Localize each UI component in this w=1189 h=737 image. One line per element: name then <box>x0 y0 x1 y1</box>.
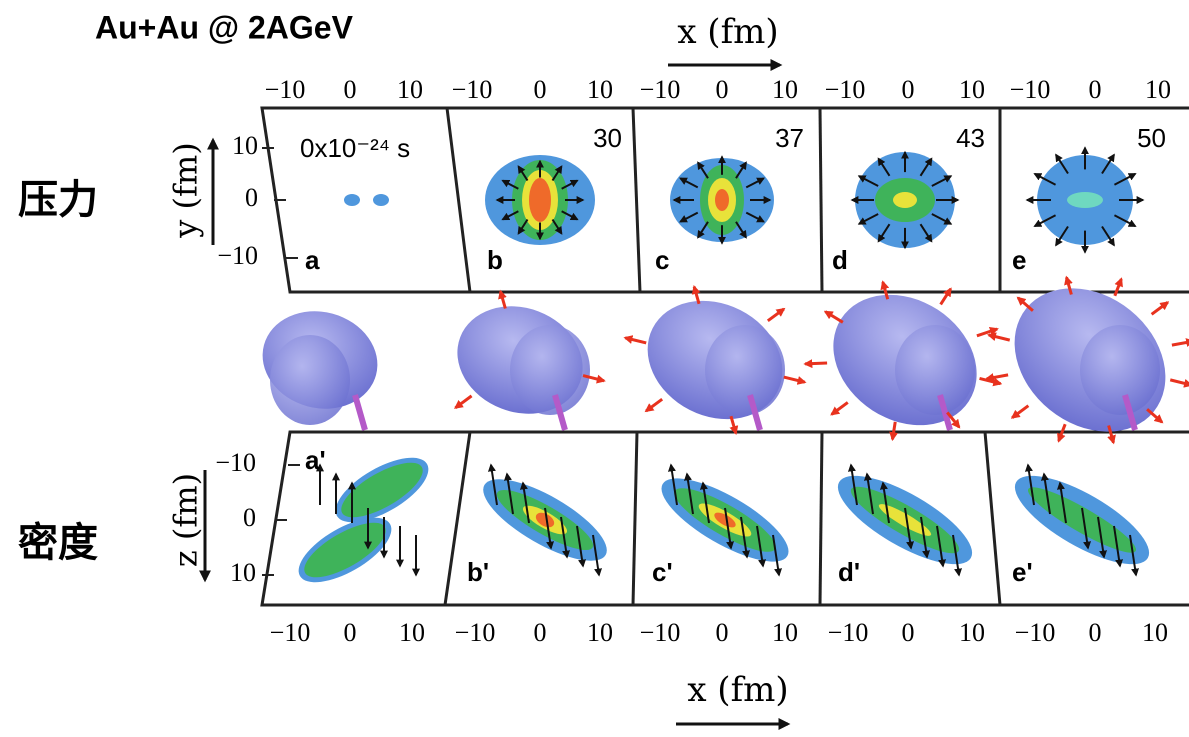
time-label: 0x10⁻²⁴ s <box>300 133 410 163</box>
nucleus <box>705 325 785 415</box>
x-tick-label: 10 <box>587 75 613 104</box>
x-tick-label: 0 <box>1089 618 1102 647</box>
y-axis-label: y (fm) <box>167 142 205 238</box>
x-tick-label: −10 <box>825 75 866 104</box>
panel-label: c' <box>652 557 673 587</box>
flow-arrow <box>1172 341 1189 345</box>
flow-arrow <box>805 363 827 364</box>
x-tick-label: 0 <box>716 75 729 104</box>
panel-label: e <box>1012 245 1026 275</box>
flow-arrow <box>784 377 805 382</box>
panel-label: d <box>832 245 848 275</box>
x-tick-label: −10 <box>452 75 493 104</box>
time-label: 37 <box>775 123 804 153</box>
x-tick-label: −10 <box>265 75 306 104</box>
x-tick-label: 10 <box>399 618 425 647</box>
y-tick-label: 10 <box>232 131 258 160</box>
x-tick-label: −10 <box>640 75 681 104</box>
contour <box>529 178 551 222</box>
x-tick-label: 10 <box>959 75 985 104</box>
flow-arrow <box>455 396 471 408</box>
x-tick-label: −10 <box>1015 618 1056 647</box>
flow-arrow <box>825 312 843 323</box>
flow-arrow <box>987 375 1008 379</box>
title: Au+Au @ 2AGeV <box>95 9 354 45</box>
top-axis-label: x (fm) <box>677 12 778 52</box>
x-tick-label: 10 <box>587 618 613 647</box>
flow-arrow <box>989 335 1010 340</box>
nucleus <box>895 325 975 415</box>
x-tick-label: 10 <box>1142 618 1168 647</box>
x-tick-label: −10 <box>640 618 681 647</box>
x-tick-label: 10 <box>959 618 985 647</box>
z-axis-label: z (fm) <box>167 473 205 567</box>
figure: Au+Au @ 2AGeV x (fm) x (fm) y (fm) z (fm… <box>0 0 1189 737</box>
flow-arrow <box>1152 302 1168 314</box>
x-tick-label: −10 <box>1010 75 1051 104</box>
x-tick-label: −10 <box>828 618 869 647</box>
flow-arrow <box>500 291 505 308</box>
panel-label: b <box>487 245 503 275</box>
flow-arrow <box>892 422 895 439</box>
spin-arrow <box>355 395 365 430</box>
x-tick-label: 0 <box>1089 75 1102 104</box>
nucleus <box>1080 325 1160 415</box>
contour <box>893 192 917 208</box>
row-label: 压力 <box>18 177 98 223</box>
time-label: 30 <box>593 123 622 153</box>
x-tick-label: 10 <box>397 75 423 104</box>
panel-divider <box>820 108 822 292</box>
x-tick-label: 0 <box>902 618 915 647</box>
x-tick-label: 0 <box>534 75 547 104</box>
x-tick-label: 0 <box>716 618 729 647</box>
x-tick-label: 0 <box>534 618 547 647</box>
flow-arrow <box>1170 380 1189 385</box>
y-tick-label: −10 <box>217 241 258 270</box>
y-tick-label: 0 <box>245 183 258 212</box>
contour <box>1067 192 1103 208</box>
flow-arrow <box>768 309 784 321</box>
x-tick-label: −10 <box>270 618 311 647</box>
nucleus <box>270 335 350 425</box>
time-label: 50 <box>1137 123 1166 153</box>
x-tick-label: −10 <box>455 618 496 647</box>
x-tick-label: 10 <box>772 75 798 104</box>
flow-arrow <box>832 402 848 414</box>
panel-label: c <box>655 245 669 275</box>
contour <box>344 194 360 206</box>
panel-divider <box>447 108 470 292</box>
x-tick-label: 0 <box>344 75 357 104</box>
x-tick-label: 0 <box>902 75 915 104</box>
panel-divider <box>633 108 640 292</box>
contour <box>715 189 729 211</box>
panel-divider <box>633 432 637 605</box>
flow-arrow <box>625 338 646 343</box>
x-tick-label: 10 <box>1145 75 1171 104</box>
z-tick-label: −10 <box>215 448 256 477</box>
x-tick-label: 0 <box>344 618 357 647</box>
panel-divider <box>985 432 1000 605</box>
row-label: 密度 <box>18 520 98 566</box>
panel-label: a <box>305 245 320 275</box>
panel-label: a' <box>305 445 326 475</box>
panel-label: e' <box>1012 557 1033 587</box>
contour <box>373 194 389 206</box>
panel-label: d' <box>838 557 860 587</box>
time-label: 43 <box>956 123 985 153</box>
x-tick-label: 10 <box>772 618 798 647</box>
z-tick-label: 10 <box>230 558 256 587</box>
z-tick-label: 0 <box>243 503 256 532</box>
bottom-axis-label: x (fm) <box>687 670 788 710</box>
panel-label: b' <box>467 557 489 587</box>
nucleus <box>510 325 590 415</box>
panel-divider <box>820 432 822 605</box>
flow-arrow <box>1012 406 1028 418</box>
flow-arrow <box>646 399 662 411</box>
